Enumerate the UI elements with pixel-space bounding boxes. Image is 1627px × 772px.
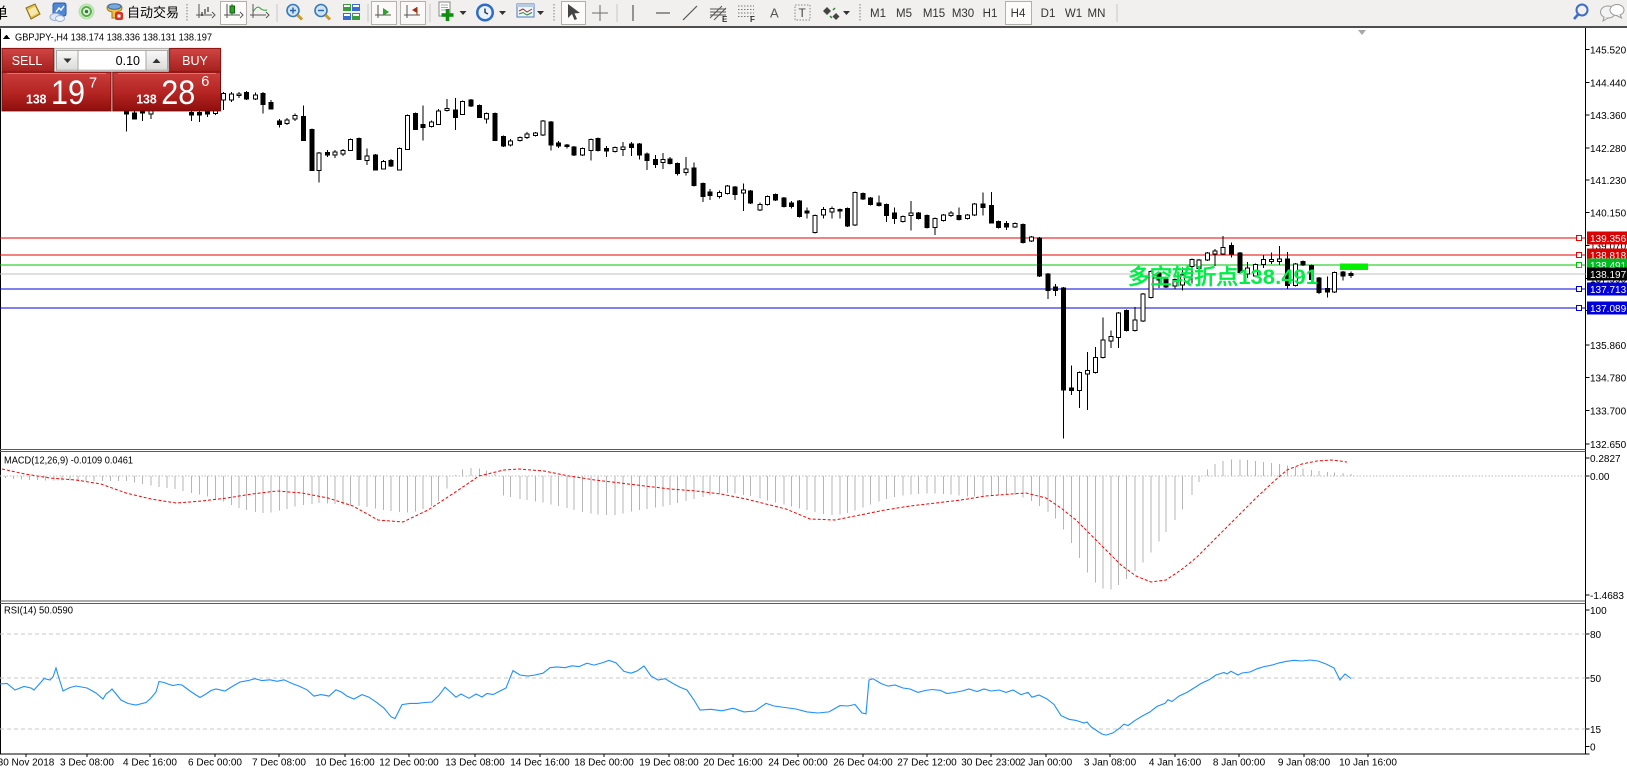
svg-text:142.280: 142.280 bbox=[1590, 144, 1627, 155]
svg-text:W1: W1 bbox=[1065, 8, 1082, 20]
svg-text:135.860: 135.860 bbox=[1590, 341, 1627, 352]
svg-text:MN: MN bbox=[1088, 8, 1106, 20]
svg-text:10 Jan 16:00: 10 Jan 16:00 bbox=[1339, 758, 1397, 768]
svg-text:H1: H1 bbox=[983, 8, 998, 20]
svg-text:3 Dec 08:00: 3 Dec 08:00 bbox=[60, 758, 114, 768]
svg-text:8 Jan 00:00: 8 Jan 00:00 bbox=[1213, 758, 1266, 768]
svg-text:12 Dec 00:00: 12 Dec 00:00 bbox=[379, 758, 439, 768]
svg-text:138.818: 138.818 bbox=[1590, 251, 1627, 262]
svg-text:多空转折点138.491: 多空转折点138.491 bbox=[1128, 265, 1318, 289]
svg-text:15: 15 bbox=[1590, 725, 1602, 736]
svg-text:4 Jan 16:00: 4 Jan 16:00 bbox=[1149, 758, 1202, 768]
svg-text:19 Dec 08:00: 19 Dec 08:00 bbox=[639, 758, 699, 768]
svg-text:26 Dec 04:00: 26 Dec 04:00 bbox=[833, 758, 893, 768]
svg-text:137.713: 137.713 bbox=[1590, 285, 1627, 296]
svg-text:6: 6 bbox=[201, 74, 209, 90]
svg-text:E: E bbox=[722, 15, 728, 24]
svg-text:M30: M30 bbox=[952, 8, 974, 20]
svg-text:6 Dec 00:00: 6 Dec 00:00 bbox=[188, 758, 242, 768]
svg-text:7: 7 bbox=[89, 76, 97, 92]
svg-text:F: F bbox=[750, 15, 755, 24]
svg-text:H4: H4 bbox=[1011, 8, 1026, 20]
svg-text:80: 80 bbox=[1590, 630, 1602, 641]
svg-text:19: 19 bbox=[51, 74, 85, 112]
svg-text:-1.4683: -1.4683 bbox=[1590, 591, 1624, 602]
svg-text:27 Dec 12:00: 27 Dec 12:00 bbox=[897, 758, 957, 768]
svg-text:134.780: 134.780 bbox=[1590, 374, 1627, 385]
svg-text:13 Dec 08:00: 13 Dec 08:00 bbox=[445, 758, 505, 768]
svg-text:SELL: SELL bbox=[12, 54, 43, 68]
svg-text:A: A bbox=[770, 6, 779, 21]
svg-text:MACD(12,26,9) -0.0109 0.0461: MACD(12,26,9) -0.0109 0.0461 bbox=[4, 456, 133, 467]
svg-text:133.700: 133.700 bbox=[1590, 407, 1627, 418]
svg-text:138: 138 bbox=[26, 92, 47, 107]
svg-text:M1: M1 bbox=[870, 8, 886, 20]
svg-text:18 Dec 00:00: 18 Dec 00:00 bbox=[574, 758, 634, 768]
svg-text:10 Dec 16:00: 10 Dec 16:00 bbox=[315, 758, 375, 768]
svg-text:9 Jan 08:00: 9 Jan 08:00 bbox=[1278, 758, 1331, 768]
svg-text:139.356: 139.356 bbox=[1590, 234, 1627, 245]
svg-text:GBPJPY-,H4 138.174 138.336 13: GBPJPY-,H4 138.174 138.336 138.131 138.1… bbox=[15, 33, 212, 44]
svg-text:20 Dec 16:00: 20 Dec 16:00 bbox=[703, 758, 763, 768]
svg-text:30 Dec 23:00: 30 Dec 23:00 bbox=[961, 758, 1021, 768]
svg-text:145.520: 145.520 bbox=[1590, 46, 1627, 57]
svg-text:7 Dec 08:00: 7 Dec 08:00 bbox=[252, 758, 306, 768]
svg-text:24 Dec 00:00: 24 Dec 00:00 bbox=[768, 758, 828, 768]
svg-text:139.070: 139.070 bbox=[1590, 242, 1627, 253]
svg-text:141.230: 141.230 bbox=[1590, 176, 1627, 187]
svg-text:143.360: 143.360 bbox=[1590, 111, 1627, 122]
svg-text:0.2827: 0.2827 bbox=[1590, 454, 1621, 465]
svg-text:132.650: 132.650 bbox=[1590, 440, 1627, 451]
svg-text:137.089: 137.089 bbox=[1590, 304, 1627, 315]
svg-text:138: 138 bbox=[136, 92, 157, 107]
svg-text:2 Jan 00:00: 2 Jan 00:00 bbox=[1020, 758, 1073, 768]
svg-text:138.197: 138.197 bbox=[1590, 270, 1627, 281]
svg-text:3 Jan 08:00: 3 Jan 08:00 bbox=[1084, 758, 1137, 768]
svg-text:D1: D1 bbox=[1041, 8, 1056, 20]
svg-text:30 Nov 2018: 30 Nov 2018 bbox=[0, 758, 55, 768]
svg-text:单: 单 bbox=[0, 5, 8, 22]
svg-text:自动交易: 自动交易 bbox=[127, 5, 179, 20]
svg-text:50: 50 bbox=[1590, 674, 1602, 685]
svg-text:0: 0 bbox=[1590, 742, 1596, 753]
svg-text:M5: M5 bbox=[896, 8, 912, 20]
svg-text:RSI(14) 50.0590: RSI(14) 50.0590 bbox=[4, 606, 73, 617]
svg-text:4 Dec 16:00: 4 Dec 16:00 bbox=[123, 758, 177, 768]
svg-text:28: 28 bbox=[161, 74, 195, 112]
svg-text:BUY: BUY bbox=[182, 54, 208, 68]
svg-text:14 Dec 16:00: 14 Dec 16:00 bbox=[510, 758, 570, 768]
svg-text:100: 100 bbox=[1590, 606, 1607, 617]
svg-text:M15: M15 bbox=[923, 8, 945, 20]
svg-text:0.00: 0.00 bbox=[1590, 472, 1610, 483]
svg-text:138.491: 138.491 bbox=[1590, 261, 1627, 272]
svg-text:140.150: 140.150 bbox=[1590, 209, 1627, 220]
svg-text:0.10: 0.10 bbox=[116, 54, 140, 68]
svg-text:T: T bbox=[799, 6, 807, 20]
svg-text:144.440: 144.440 bbox=[1590, 78, 1627, 89]
